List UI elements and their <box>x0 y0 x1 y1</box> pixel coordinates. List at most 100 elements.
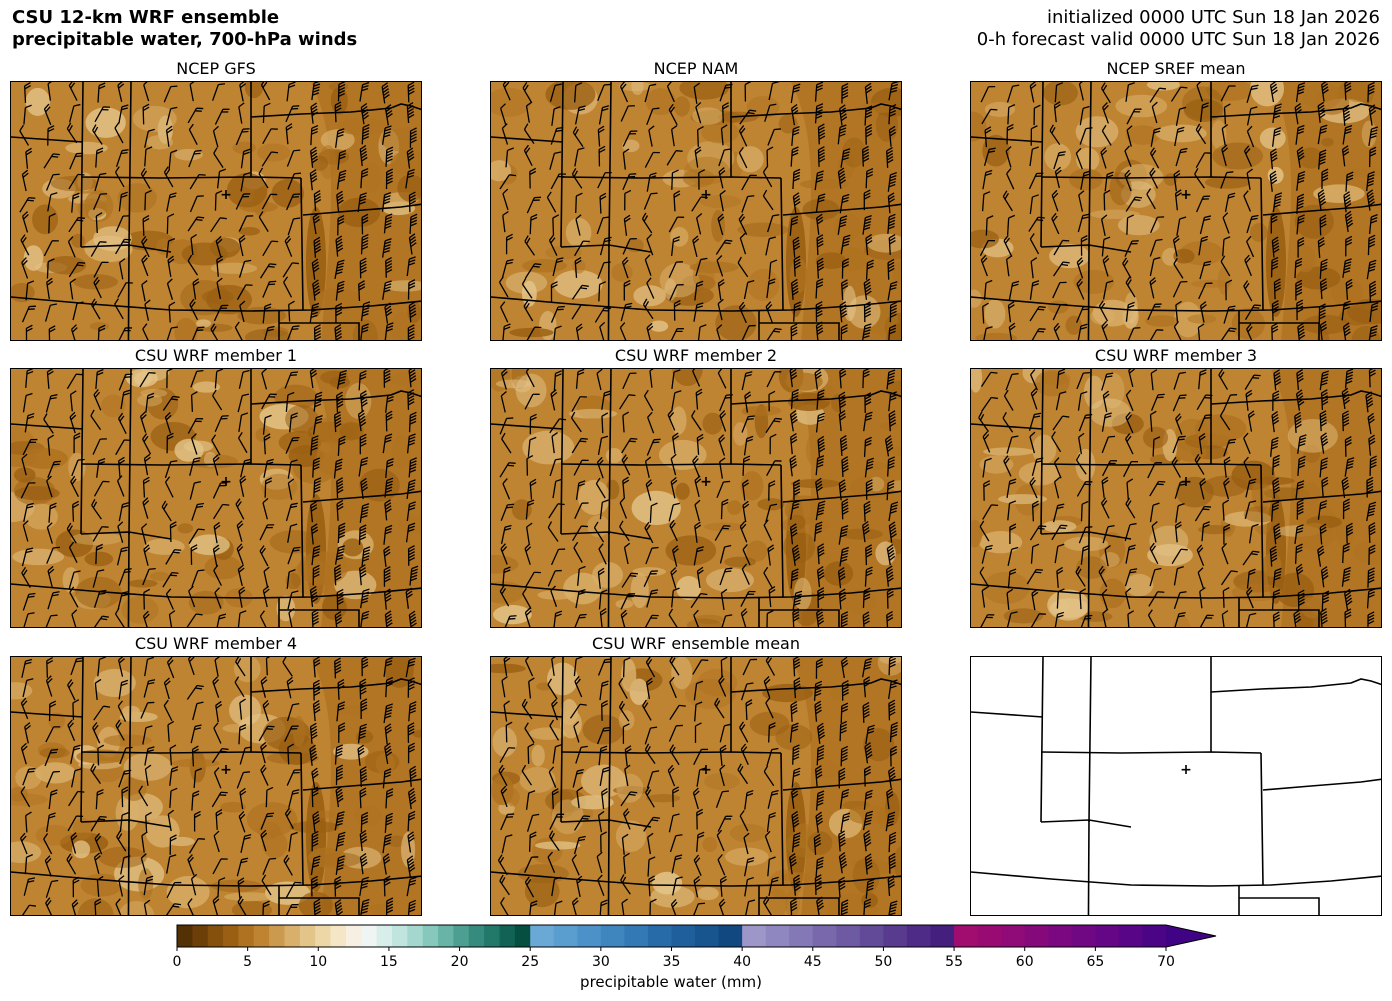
wind-barb <box>169 834 177 855</box>
wind-barb <box>1053 101 1061 123</box>
wind-barb <box>145 811 152 833</box>
precip-field-blob <box>1117 215 1160 236</box>
wind-barb <box>385 146 394 167</box>
wind-barb <box>745 699 753 721</box>
precip-field-blob <box>605 448 623 464</box>
wind-barb <box>239 787 247 810</box>
wind-barb <box>717 298 724 321</box>
state-boundary <box>1260 177 1264 311</box>
wind-barb <box>1296 214 1305 235</box>
wind-barb <box>742 658 758 676</box>
precip-field-blob <box>35 762 76 784</box>
wind-barb <box>1125 301 1135 322</box>
state-boundary <box>1210 390 1381 405</box>
wind-barb <box>214 369 224 389</box>
wind-barb <box>309 722 318 744</box>
wind-barb <box>1222 499 1230 521</box>
state-boundary <box>1239 322 1320 340</box>
wind-barb <box>1126 108 1142 125</box>
wind-barb <box>118 679 129 700</box>
wind-barb <box>1030 257 1038 279</box>
wind-barb <box>789 215 799 236</box>
wind-barb <box>620 609 628 627</box>
wind-barb <box>168 301 176 323</box>
wind-barb <box>95 543 103 565</box>
wind-barb <box>211 791 228 808</box>
precip-field-blob <box>1182 86 1224 120</box>
wind-barb <box>525 790 536 810</box>
precip-field-blob <box>1321 137 1334 147</box>
state-boundary <box>780 464 784 598</box>
map-plot: + <box>491 82 901 340</box>
wind-barb <box>190 326 205 340</box>
wind-barb <box>551 788 559 809</box>
wind-barb <box>620 105 635 122</box>
wind-barb <box>529 478 537 500</box>
wind-barb <box>498 764 508 786</box>
wind-barb <box>1272 192 1283 213</box>
wind-barb <box>262 325 275 340</box>
precip-field-blob <box>545 82 596 110</box>
wind-barb <box>865 167 874 189</box>
wind-barb <box>695 213 703 235</box>
wind-barb <box>236 771 251 789</box>
wind-barb <box>283 276 293 298</box>
precip-field-blob <box>177 523 194 534</box>
colorbar-swatch <box>376 925 393 947</box>
wind-barb <box>669 704 686 720</box>
wind-barb <box>816 389 825 410</box>
wind-barb <box>1319 457 1329 478</box>
wind-barb <box>310 124 319 146</box>
wind-barb <box>359 82 370 102</box>
state-boundary <box>1040 369 1044 535</box>
wind-barb <box>643 192 658 210</box>
state-boundary <box>128 82 132 248</box>
wind-barb <box>1342 124 1353 145</box>
wind-barb <box>71 609 78 627</box>
wind-barb <box>865 234 873 256</box>
wind-barb <box>1029 146 1039 167</box>
map-panel-ncep-gfs: + <box>10 81 422 341</box>
wind-barb <box>601 412 609 434</box>
wind-barb <box>260 676 268 698</box>
wind-barb <box>212 482 228 499</box>
wind-barb <box>765 236 776 256</box>
precip-field-blob <box>1146 82 1180 91</box>
wind-barb <box>595 477 606 499</box>
wind-barb <box>672 876 683 896</box>
wind-barb <box>742 479 749 501</box>
precip-field-blob <box>704 772 740 790</box>
wind-barb <box>97 82 106 103</box>
wind-barb <box>212 858 228 875</box>
precip-field-blob <box>48 712 65 730</box>
wind-barb <box>186 684 204 700</box>
wind-barb <box>20 482 36 499</box>
wind-barb <box>142 214 150 236</box>
wind-barb <box>1199 478 1207 500</box>
state-boundary <box>1210 103 1381 118</box>
wind-barb <box>670 453 677 476</box>
precip-field-blob <box>1275 572 1315 607</box>
colorbar-tick-label: 15 <box>380 954 398 970</box>
wind-barb <box>336 499 344 521</box>
wind-barb <box>1101 476 1109 498</box>
wind-barb <box>47 565 55 588</box>
precip-field-blob <box>174 317 198 340</box>
wind-barb <box>90 241 107 257</box>
wind-barb <box>1246 168 1253 190</box>
wind-barb <box>550 305 565 323</box>
map-panel-csu-wrf-member-3: + <box>970 368 1382 628</box>
wind-barb <box>1151 521 1158 543</box>
precip-field-blob <box>519 766 556 793</box>
wind-barb <box>641 212 653 234</box>
colorbar-swatch <box>836 925 861 947</box>
wind-barb <box>189 298 199 321</box>
wind-barb <box>551 657 558 676</box>
wind-barb <box>383 524 393 545</box>
wind-barb <box>312 700 321 722</box>
wind-barb <box>720 588 728 611</box>
wind-barb <box>259 263 277 279</box>
wind-barb <box>385 410 393 432</box>
wind-barb <box>1319 523 1327 545</box>
wind-barb <box>309 169 318 191</box>
